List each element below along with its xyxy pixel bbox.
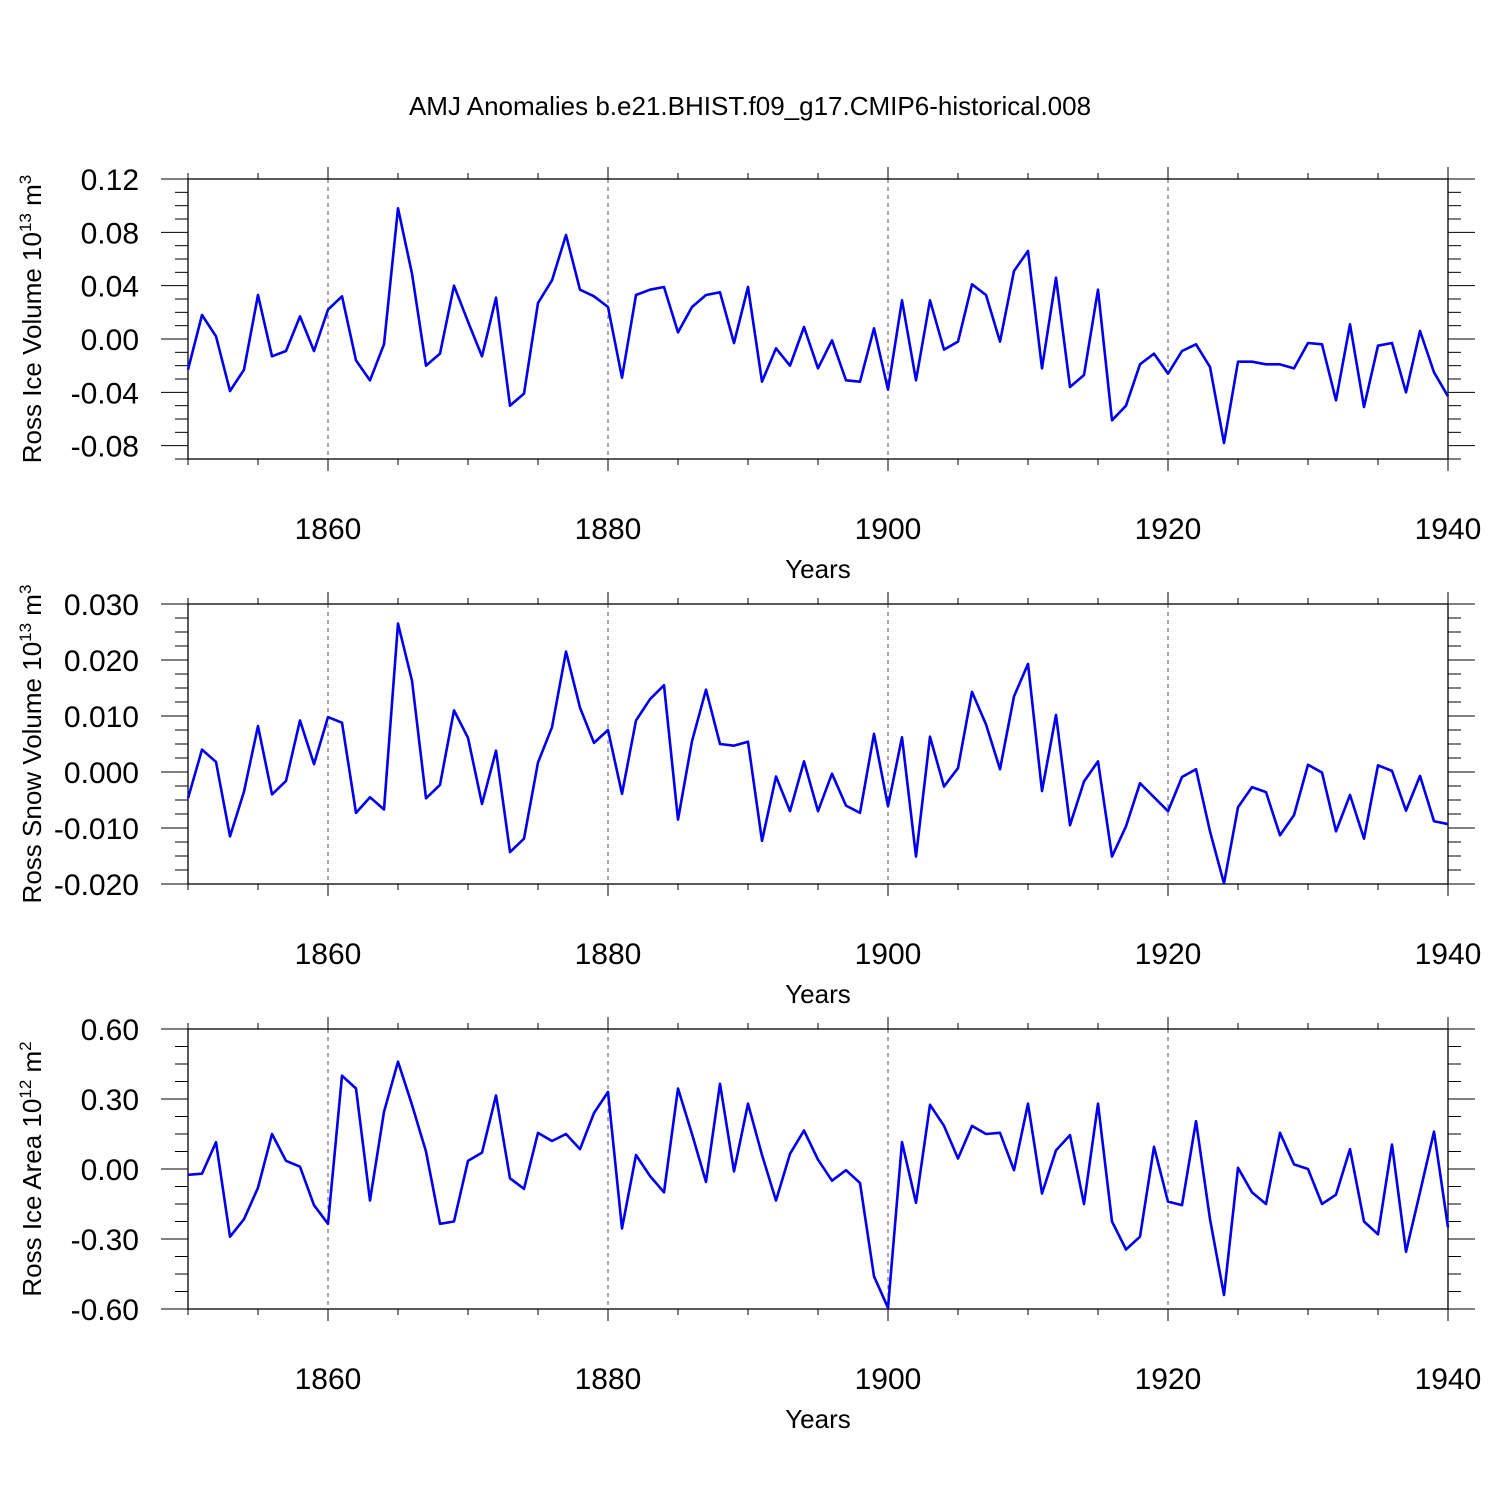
- series-line: [186, 207, 1450, 445]
- y-tick-label: 0.00: [81, 324, 139, 357]
- x-tick-label: 1920: [1135, 938, 1202, 971]
- y-tick-label: 0.08: [81, 217, 139, 250]
- x-tick-label: 1860: [295, 1363, 362, 1396]
- y-axis-title-unit: m: [17, 184, 47, 213]
- y-tick-label: -0.08: [71, 431, 139, 464]
- y-tick-label: -0.30: [71, 1224, 139, 1257]
- y-tick-label: 0.010: [64, 701, 139, 734]
- x-tick-label: 1880: [575, 513, 642, 546]
- x-axis-title: Years: [785, 554, 851, 584]
- plot-frame: [187, 603, 1449, 885]
- x-axis-title: Years: [785, 979, 851, 1009]
- plot-frame: [187, 1028, 1449, 1310]
- x-tick-label: 1860: [295, 938, 362, 971]
- y-tick-label: -0.020: [54, 869, 139, 902]
- y-axis-title-text: Ross Snow Volume 10: [17, 642, 47, 904]
- y-axis-title-unit-exponent: 2: [16, 1041, 35, 1050]
- y-tick-label: 0.020: [64, 645, 139, 678]
- series-line: [187, 1060, 1450, 1310]
- y-axis-title: Ross Ice Area 1012 m2: [16, 1041, 47, 1296]
- y-axis-title-exponent: 13: [16, 213, 35, 232]
- x-tick-label: 1900: [855, 1363, 922, 1396]
- y-axis-title-text: Ross Ice Volume 10: [17, 232, 47, 463]
- y-axis-title-unit-exponent: 3: [16, 175, 35, 184]
- x-axis-title: Years: [785, 1404, 851, 1434]
- x-tick-label: 1940: [1415, 513, 1482, 546]
- x-tick-label: 1900: [855, 938, 922, 971]
- x-tick-label: 1920: [1135, 1363, 1202, 1396]
- y-axis-title-text: Ross Ice Area 10: [17, 1099, 47, 1297]
- y-axis-title-exponent: 13: [16, 623, 35, 642]
- y-tick-label: 0.000: [64, 757, 139, 790]
- y-tick-label: -0.010: [54, 813, 139, 846]
- y-axis-title-unit-exponent: 3: [16, 585, 35, 594]
- panel-1: 1860 1880 1900 1920 1940 0.12 0.08 0.04 0.00 -0.0…: [16, 164, 1481, 584]
- x-tick-label: 1940: [1415, 1363, 1482, 1396]
- x-tick-label: 1900: [855, 513, 922, 546]
- y-tick-label: -0.04: [71, 377, 139, 410]
- y-tick-label: -0.60: [71, 1294, 139, 1327]
- y-tick-label: 0.60: [81, 1014, 139, 1047]
- x-tick-label: 1880: [575, 1363, 642, 1396]
- y-tick-label: 0.00: [81, 1154, 139, 1187]
- y-axis-title: Ross Ice Volume 1013 m3: [16, 175, 47, 464]
- y-axis-title: Ross Snow Volume 1013 m3: [16, 585, 47, 904]
- y-axis-title-exponent: 12: [16, 1080, 35, 1099]
- panel-2: 1860 1880 1900 1920 1940 0.030 0.020 0.010 0.000…: [16, 585, 1481, 1009]
- panel-3: 1860 1880 1900 1920 1940 0.60 0.30 0.00 -0.30 -0.…: [16, 1014, 1481, 1434]
- figure-title: AMJ Anomalies b.e21.BHIST.f09_g17.CMIP6-…: [409, 91, 1091, 121]
- x-tick-label: 1880: [575, 938, 642, 971]
- y-tick-label: 0.04: [81, 271, 139, 304]
- x-tick-label: 1860: [295, 513, 362, 546]
- y-axis-title-unit: m: [17, 594, 47, 623]
- y-tick-label: 0.30: [81, 1084, 139, 1117]
- plot-frame: [187, 178, 1449, 460]
- y-tick-label: 0.030: [64, 589, 139, 622]
- x-tick-label: 1920: [1135, 513, 1202, 546]
- y-axis-title-unit: m: [17, 1051, 47, 1080]
- y-tick-label: 0.12: [81, 164, 139, 197]
- x-tick-label: 1940: [1415, 938, 1482, 971]
- series-line: [186, 622, 1449, 885]
